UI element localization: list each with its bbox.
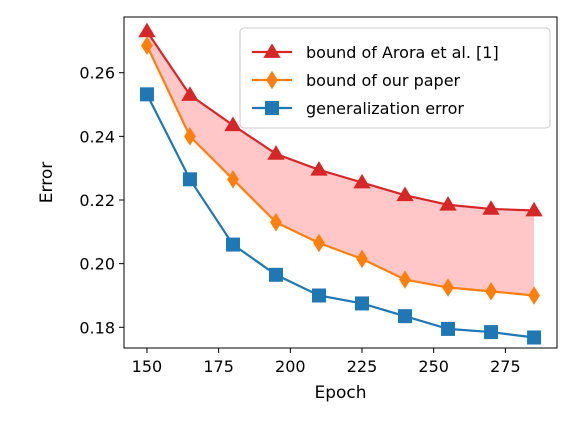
legend-label-our-bound: bound of our paper (306, 71, 461, 90)
data-point-arora-bound (267, 145, 285, 160)
x-tick-label: 175 (203, 357, 234, 376)
data-point-generalization-error (441, 321, 456, 336)
data-point-generalization-error (311, 288, 326, 303)
fill-between-area (146, 31, 535, 296)
legend-label-arora-bound: bound of Arora et al. [1] (306, 43, 499, 62)
x-tick-label: 250 (418, 357, 449, 376)
data-point-arora-bound (310, 161, 328, 176)
x-tick-label: 150 (132, 357, 163, 376)
legend-marker-our-bound (266, 70, 278, 90)
x-tick-label: 275 (490, 357, 521, 376)
series-line-generalization-error (145, 93, 535, 339)
series-line-our-bound (145, 45, 535, 297)
plot-frame (123, 16, 558, 349)
legend: bound of Arora et al. [1] bound of our pa… (239, 27, 551, 129)
data-point-our-bound (313, 233, 325, 253)
legend-marker-arora-bound (263, 43, 281, 58)
data-point-arora-bound (396, 186, 414, 202)
data-point-arora-bound (224, 116, 242, 132)
data-point-generalization-error (398, 309, 413, 324)
data-point-generalization-error (355, 296, 370, 311)
axes-layer (123, 16, 558, 349)
ticks-layer: 150 175 200 225 250 275 0.18 0.20 0.22 0.24 0.26 (79, 64, 520, 376)
y-tick-label: 0.24 (79, 127, 115, 146)
x-tick-label: 200 (275, 357, 306, 376)
data-point-our-bound (399, 270, 411, 289)
legend-box (239, 27, 551, 129)
data-point-arora-bound (525, 201, 543, 217)
series-line-arora-bound (146, 30, 535, 212)
data-point-our-bound (184, 127, 196, 146)
data-point-our-bound (270, 213, 282, 232)
data-point-generalization-error (268, 267, 283, 282)
data-point-our-bound (442, 278, 454, 297)
x-axis-label: Epoch (314, 383, 366, 403)
data-point-our-bound (356, 249, 368, 269)
data-point-generalization-error (139, 87, 154, 102)
data-point-generalization-error (484, 325, 499, 340)
data-point-generalization-error (527, 330, 542, 345)
data-point-arora-bound (353, 173, 371, 189)
y-axis-label: Error (37, 162, 57, 203)
y-tick-label: 0.26 (79, 64, 115, 83)
data-point-our-bound (227, 170, 239, 189)
y-tick-label: 0.20 (79, 255, 115, 274)
data-point-arora-bound (181, 86, 199, 101)
series-layer (138, 22, 543, 345)
data-point-arora-bound (439, 196, 457, 211)
y-tick-label: 0.18 (79, 318, 115, 337)
data-point-arora-bound (138, 22, 156, 38)
x-tick-label: 225 (347, 357, 378, 376)
data-point-our-bound (141, 36, 153, 55)
data-point-arora-bound (482, 200, 500, 215)
fill-between-layer (146, 31, 535, 296)
y-tick-label: 0.22 (79, 191, 115, 210)
data-point-generalization-error (225, 237, 240, 252)
legend-marker-generalization-error (265, 101, 279, 115)
data-point-generalization-error (182, 172, 197, 187)
data-point-our-bound (485, 282, 497, 301)
legend-label-generalization-error: generalization error (306, 99, 464, 118)
data-point-our-bound (528, 286, 540, 305)
